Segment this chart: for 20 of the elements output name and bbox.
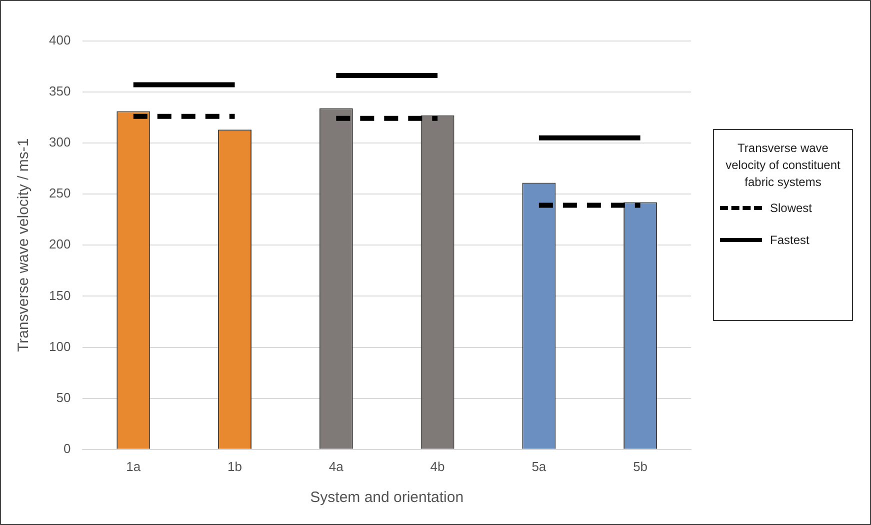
legend-label: Slowest	[770, 201, 812, 215]
x-tick-label: 4b	[430, 458, 445, 474]
legend-label: Fastest	[770, 233, 810, 247]
y-tick-label: 0	[63, 440, 71, 456]
y-tick-label: 150	[48, 288, 71, 303]
y-tick-label: 400	[48, 32, 71, 48]
legend-title: Transverse wave velocity of constituent fabric systems	[724, 140, 842, 191]
x-axis-title: System and orientation	[310, 489, 464, 506]
y-tick-label: 300	[48, 134, 71, 150]
y-tick-label: 350	[48, 83, 71, 98]
x-tick-label: 1b	[228, 458, 242, 474]
y-tick-label: 50	[56, 390, 71, 405]
y-tick-label: 100	[48, 338, 71, 354]
x-tick-label: 5a	[532, 458, 547, 474]
y-tick-label: 200	[48, 236, 71, 252]
x-tick-label: 1a	[126, 458, 142, 474]
x-tick-label: 5b	[633, 458, 648, 474]
x-tick-label: 4a	[328, 458, 344, 474]
y-axis-title: Transverse wave velocity / ms-1	[15, 138, 32, 352]
y-tick-label: 250	[48, 186, 71, 201]
